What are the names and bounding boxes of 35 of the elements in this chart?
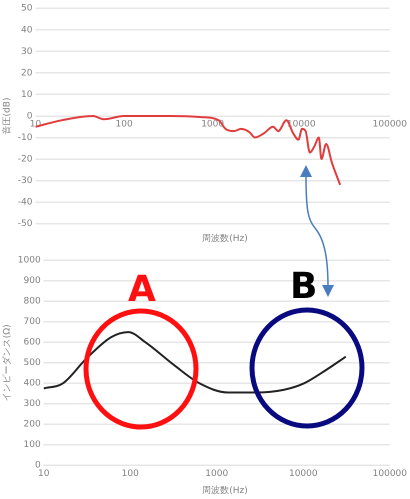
- annotation: B: [290, 266, 318, 307]
- x-tick-label: 100000: [372, 468, 408, 479]
- y-tick-label: 0: [26, 111, 33, 122]
- annotation: A: [128, 269, 156, 310]
- y-tick-label: 1000: [18, 256, 41, 266]
- y-tick-label: 50: [21, 4, 33, 14]
- x-tick-label: 10000: [288, 468, 318, 479]
- y-tick-label: 0: [34, 460, 41, 471]
- y-tick-label: -10: [18, 132, 33, 143]
- y-tick-label: 100: [24, 440, 41, 450]
- x-axis-title: 周波数(Hz): [201, 484, 249, 497]
- x-axis-title: 周波数(Hz): [201, 232, 249, 245]
- y-tick-label: -40: [18, 197, 33, 208]
- y-tick-label: 800: [24, 296, 41, 307]
- y-axis-title: インピーダンス(Ω): [2, 324, 13, 402]
- x-tick-label: 100: [122, 468, 140, 479]
- y-tick-label: 400: [24, 378, 41, 389]
- x-tick-label: 10: [38, 468, 50, 479]
- y-axis-title: 音圧(dB): [2, 98, 13, 134]
- y-tick-label: 900: [24, 276, 41, 286]
- y-tick-label: 300: [24, 399, 41, 410]
- x-tick-label: 100000: [372, 120, 408, 130]
- y-tick-label: 200: [24, 420, 41, 430]
- x-tick-label: 100: [115, 120, 133, 130]
- x-tick-label: 1000: [205, 468, 228, 479]
- y-tick-label: 500: [24, 358, 41, 368]
- y-tick-label: -20: [18, 154, 33, 164]
- y-tick-label: -30: [18, 176, 33, 186]
- y-tick-label: 600: [24, 338, 41, 348]
- y-tick-label: 700: [24, 317, 41, 328]
- y-tick-label: -50: [18, 218, 33, 229]
- y-tick-label: 20: [21, 68, 33, 78]
- y-tick-label: 40: [21, 25, 33, 36]
- y-tick-label: 30: [21, 46, 33, 57]
- y-tick-label: 10: [21, 90, 33, 100]
